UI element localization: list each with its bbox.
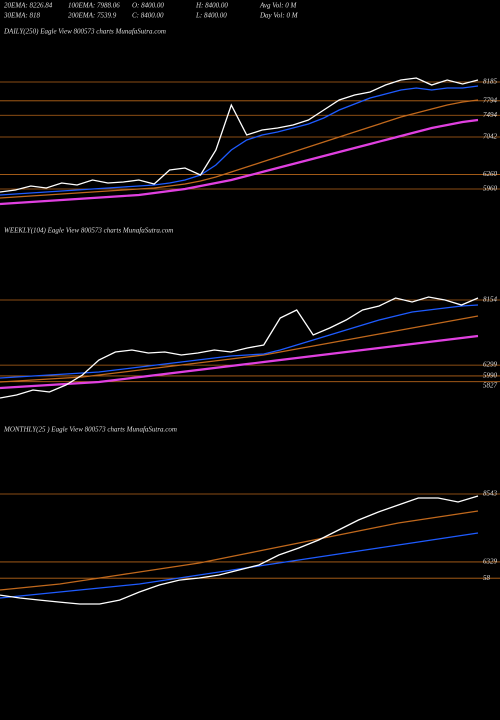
y-tick-label: 8154 <box>483 296 498 304</box>
y-tick-label: 5990 <box>483 372 498 380</box>
price-line <box>0 510 479 591</box>
y-tick-label: 58 <box>483 574 491 582</box>
price-line <box>0 495 479 605</box>
price-line <box>0 85 479 196</box>
y-tick-label: 8185 <box>483 78 498 86</box>
price-line <box>0 334 479 390</box>
header-stat: L: 8400.00 <box>195 12 227 20</box>
price-line <box>0 77 479 193</box>
price-line <box>0 118 479 206</box>
price-line <box>0 532 479 599</box>
header-stat: Day Vol: 0 M <box>259 12 299 20</box>
header-stat: 100EMA: 7988.06 <box>68 2 120 10</box>
panel-caption: WEEKLY(104) Eagle View 800573 charts Mun… <box>4 227 173 235</box>
y-tick-label: 5960 <box>483 185 498 193</box>
y-tick-label: 6299 <box>483 361 498 369</box>
header-stat: C: 8400.00 <box>132 12 164 20</box>
y-tick-label: 7042 <box>483 133 498 141</box>
y-tick-label: 8543 <box>483 490 498 498</box>
price-line <box>0 296 479 399</box>
price-line <box>0 315 479 383</box>
price-line <box>0 304 479 379</box>
price-line <box>0 99 479 199</box>
y-tick-label: 5827 <box>483 382 498 390</box>
panel-caption: MONTHLY(25 ) Eagle View 800573 charts Mu… <box>3 426 177 434</box>
header-stat: 200EMA: 7539.9 <box>68 12 117 20</box>
header-stat: 20EMA: 8226.84 <box>4 2 53 10</box>
header-stat: O: 8400.00 <box>132 2 164 10</box>
y-tick-label: 6260 <box>483 170 498 178</box>
header-stat: H: 8400.00 <box>195 2 228 10</box>
y-tick-label: 6329 <box>483 558 498 566</box>
header-stat: 30EMA: 818 <box>3 12 40 20</box>
header-stat: Avg Vol: 0 M <box>259 2 298 10</box>
y-tick-label: 7794 <box>483 96 498 104</box>
y-tick-label: 7494 <box>483 111 498 119</box>
panel-caption: DAILY(250) Eagle View 800573 charts Muna… <box>3 28 166 36</box>
